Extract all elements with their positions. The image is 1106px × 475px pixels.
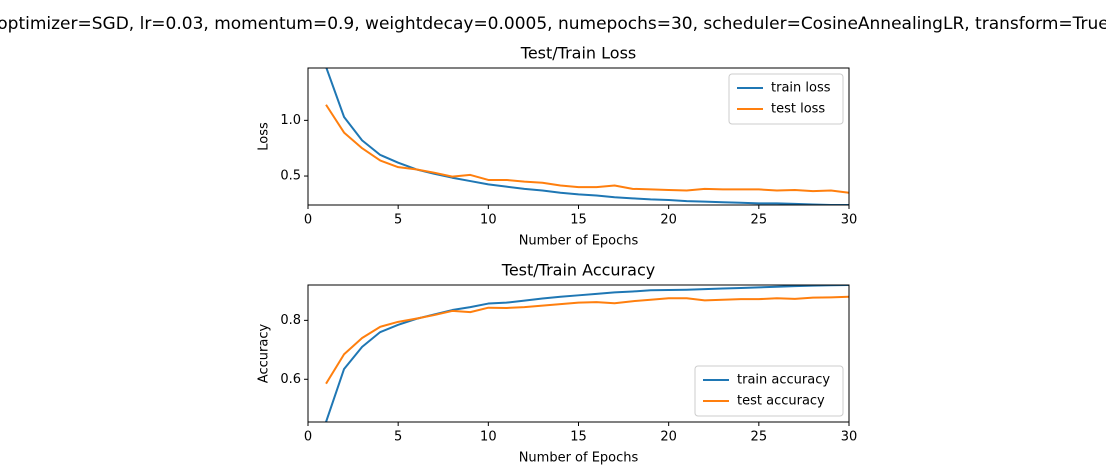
accuracy-y-axis-label: Accuracy bbox=[257, 324, 272, 384]
loss-y-tick-label: 0.5 bbox=[280, 169, 301, 184]
accuracy-panel: Test/Train Accuracy Number of Epochs Acc… bbox=[257, 261, 858, 466]
loss-legend-label: test loss bbox=[771, 102, 825, 117]
accuracy-legend-label: train accuracy bbox=[737, 373, 830, 388]
figure-suptitle: optimizer=SGD, lr=0.03, momentum=0.9, we… bbox=[0, 14, 1106, 34]
loss-legend: train loss test loss bbox=[728, 73, 844, 125]
loss-legend-box bbox=[728, 73, 844, 125]
loss-panel: Test/Train Loss Number of Epochs Loss 0 5… bbox=[257, 44, 858, 249]
accuracy-x-tick-label: 10 bbox=[480, 430, 497, 445]
loss-x-tick-label: 5 bbox=[394, 213, 402, 228]
accuracy-legend-box bbox=[694, 365, 844, 417]
accuracy-legend: train accuracy test accuracy bbox=[694, 365, 844, 417]
accuracy-chart-title: Test/Train Accuracy bbox=[501, 261, 655, 280]
accuracy-x-axis-label: Number of Epochs bbox=[519, 451, 639, 466]
accuracy-series-line-test-accuracy bbox=[325, 295, 849, 385]
accuracy-legend-label: test accuracy bbox=[737, 394, 825, 409]
loss-x-tick-label: 30 bbox=[841, 213, 858, 228]
accuracy-x-tick-label: 25 bbox=[751, 430, 768, 445]
loss-x-tick-label: 10 bbox=[480, 213, 497, 228]
accuracy-x-tick-label: 20 bbox=[660, 430, 677, 445]
accuracy-x-tick-label: 30 bbox=[841, 430, 858, 445]
accuracy-y-tick-label: 0.8 bbox=[280, 313, 301, 328]
loss-x-tick-label: 0 bbox=[304, 213, 312, 228]
accuracy-x-tick-label: 0 bbox=[304, 430, 312, 445]
loss-chart-title: Test/Train Loss bbox=[520, 44, 636, 63]
loss-y-tick-label: 1.0 bbox=[280, 113, 301, 128]
loss-x-tick-label: 15 bbox=[570, 213, 587, 228]
accuracy-y-tick-label: 0.6 bbox=[280, 372, 301, 387]
loss-series-line-test-loss bbox=[325, 104, 849, 194]
loss-y-axis-label: Loss bbox=[257, 122, 272, 151]
accuracy-x-tick-label: 5 bbox=[394, 430, 402, 445]
loss-x-axis-label: Number of Epochs bbox=[519, 234, 639, 249]
loss-x-tick-label: 20 bbox=[660, 213, 677, 228]
loss-x-tick-label: 25 bbox=[751, 213, 768, 228]
loss-legend-label: train loss bbox=[771, 81, 831, 96]
accuracy-x-tick-label: 15 bbox=[570, 430, 587, 445]
